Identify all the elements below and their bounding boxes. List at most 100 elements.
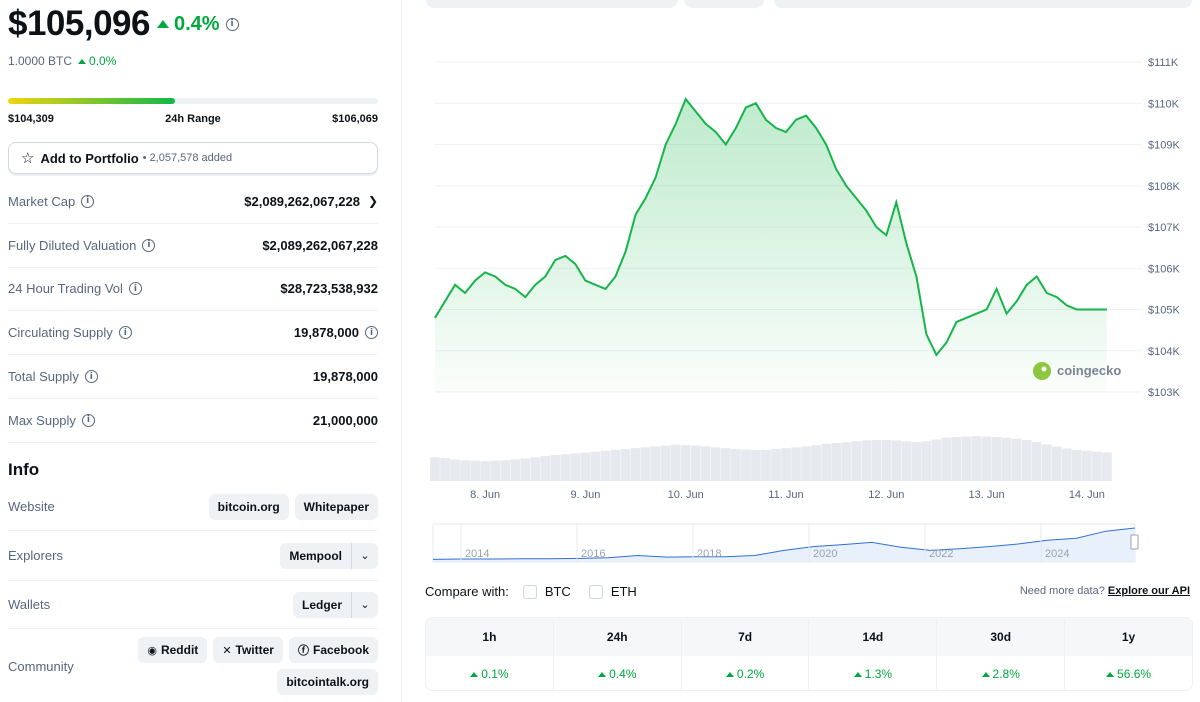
volume-bar <box>590 451 601 481</box>
range-label[interactable]: 24h Range <box>165 113 221 125</box>
reddit-link[interactable]: ◉ Reddit <box>138 637 208 663</box>
navigator-year-label: 2018 <box>697 548 721 560</box>
volume-bar <box>731 449 741 481</box>
triangle-up-icon <box>725 671 734 677</box>
volume-bar <box>771 449 781 481</box>
chevron-down-icon: ❯ <box>367 194 378 209</box>
x-tick-label: 9. Jun <box>570 489 600 501</box>
volume-bar <box>881 439 892 481</box>
twitter-link[interactable]: ✕ Twitter <box>213 637 283 663</box>
info-row-community: Community ◉ Reddit ✕ Twitter ⓕ Facebook bit… <box>8 629 378 702</box>
portfolio-label: Add to Portfolio <box>40 150 139 166</box>
stat-row-max-supply: Max Supply i 21,000,000 <box>8 399 378 443</box>
y-axis-labels: $111K $110K $109K $108K $107K $106K $105K $104K… <box>1148 57 1180 399</box>
info-icon[interactable]: i <box>81 413 95 427</box>
triangle-up-icon <box>853 671 862 677</box>
info-icon[interactable]: i <box>118 326 132 340</box>
explore-api-link[interactable]: Explore our API <box>1107 585 1190 597</box>
info-icon[interactable]: i <box>81 194 95 208</box>
volume-bar <box>690 445 701 481</box>
range-high: $106,069 <box>332 113 378 125</box>
x-tick-label: 14. Jun <box>1069 489 1105 501</box>
chevron-down-icon[interactable]: ⌄ <box>360 549 370 562</box>
info-icon[interactable]: i <box>365 326 378 340</box>
price-change: 0.4% <box>156 13 220 36</box>
info-label: Community <box>8 658 74 674</box>
volume-bar <box>791 447 801 481</box>
info-icon[interactable]: i <box>128 282 142 296</box>
period-14d: 14d <box>809 618 938 656</box>
wallet-select[interactable]: Ledger ⌄ <box>292 591 378 618</box>
info-icon[interactable]: i <box>142 238 156 252</box>
compare-eth-checkbox[interactable] <box>588 584 603 599</box>
website-link[interactable]: bitcoin.org <box>208 493 289 520</box>
volume-bar <box>911 442 922 481</box>
chevron-down-icon[interactable]: ⌄ <box>360 598 370 611</box>
stat-label: 24 Hour Trading Vol <box>8 281 123 297</box>
volume-bar <box>630 448 641 481</box>
explorer-select[interactable]: Mempool ⌄ <box>280 542 378 569</box>
volume-bar <box>680 445 691 481</box>
y-tick-label: $105K <box>1148 305 1180 317</box>
navigator-year-label: 2024 <box>1045 548 1069 560</box>
range-bar <box>8 98 378 104</box>
info-icon[interactable]: i <box>225 17 239 31</box>
volume-bar <box>460 460 470 481</box>
stat-value: 19,878,000 <box>293 325 359 341</box>
range-navigator[interactable]: 2014 2016 2018 2020 2022 2024 <box>432 523 1139 563</box>
y-tick-label: $111K <box>1148 57 1179 69</box>
volume-bar <box>841 442 852 481</box>
add-to-portfolio-button[interactable]: ☆ Add to Portfolio • 2,057,578 added <box>8 142 378 174</box>
chart-tab-group-1[interactable] <box>426 0 678 8</box>
volume-bar <box>941 437 952 481</box>
volume-bar <box>991 436 1002 481</box>
range-low: $104,309 <box>8 113 54 125</box>
period-7d: 7d <box>682 618 810 656</box>
volume-bar <box>921 441 932 481</box>
volume-bar <box>620 449 631 481</box>
explorer-link[interactable]: Mempool <box>280 542 352 569</box>
navigator-line <box>432 527 1136 560</box>
stat-row-total-supply: Total Supply i 19,878,000 <box>8 355 378 399</box>
whitepaper-link[interactable]: Whitepaper <box>294 493 378 520</box>
navigator-year-label: 2014 <box>465 548 489 560</box>
info-row-explorers: Explorers Mempool ⌄ <box>8 531 378 581</box>
volume-bar <box>520 458 531 481</box>
volume-bar <box>500 460 511 481</box>
period-24h: 24h <box>554 618 682 656</box>
volume-bar <box>1082 450 1092 481</box>
chart-panel: $111K $110K $109K $108K $107K $106K $105K $104K… <box>402 0 1200 702</box>
triangle-up-icon <box>156 20 169 28</box>
stat-label: Max Supply <box>8 412 76 428</box>
market-cap-dropdown[interactable]: $2,089,262,067,228 ❯ <box>244 194 378 209</box>
volume-bar <box>761 449 771 481</box>
chart-tab-group-2[interactable] <box>684 0 764 8</box>
price-area <box>435 99 1107 392</box>
y-tick-label: $110K <box>1148 98 1180 110</box>
volume-bar <box>1102 452 1112 481</box>
volume-bar <box>540 455 551 481</box>
facebook-link[interactable]: ⓕ Facebook <box>288 637 378 663</box>
chart-tab-group-3[interactable] <box>774 0 1192 8</box>
compare-eth-label[interactable]: ETH <box>610 584 637 599</box>
info-label: Explorers <box>8 548 63 563</box>
volume-bar <box>891 440 902 481</box>
compare-btc-label[interactable]: BTC <box>544 584 571 599</box>
price-row: $105,096 0.4% i <box>8 4 239 44</box>
stat-value: $2,089,262,067,228 <box>244 193 360 209</box>
info-icon[interactable]: i <box>84 370 98 384</box>
btc-price-row: 1.0000 BTC 0.0% <box>8 54 116 68</box>
x-tick-label: 12. Jun <box>868 489 904 501</box>
volume-bar <box>430 457 440 481</box>
range-labels: $104,309 24h Range $106,069 <box>8 113 378 125</box>
volume-bar <box>530 457 541 481</box>
stat-value: 21,000,000 <box>312 412 378 428</box>
change-value: 56.6% <box>1117 667 1152 681</box>
compare-btc-checkbox[interactable] <box>522 584 537 599</box>
volume-bar <box>550 455 561 481</box>
bitcointalk-link[interactable]: bitcointalk.org <box>277 669 378 695</box>
coingecko-logo-eye <box>1041 366 1047 372</box>
wallet-link[interactable]: Ledger <box>293 591 352 618</box>
price-chart[interactable]: $111K $110K $109K $108K $107K $106K $105K $104K… <box>402 0 1200 575</box>
change-14d: 1.3% <box>809 656 938 690</box>
